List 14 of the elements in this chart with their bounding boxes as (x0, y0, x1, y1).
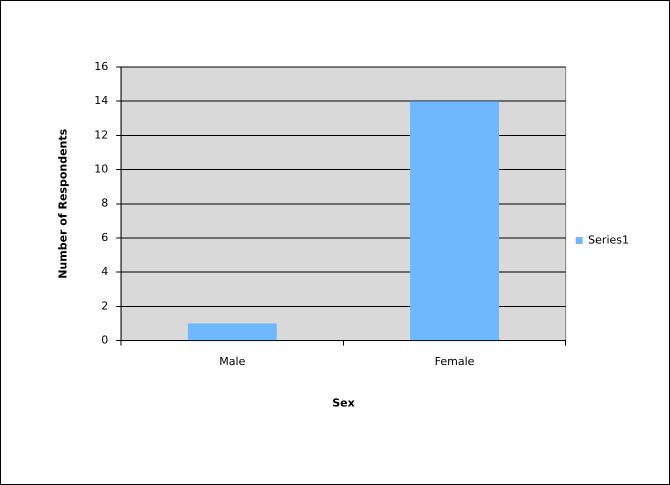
y-tick-label: 8 (101, 196, 108, 210)
y-tick-label: 2 (101, 299, 108, 312)
y-tick-label: 14 (94, 94, 108, 108)
y-axis-title: Number of Respondents (56, 128, 70, 279)
y-tick-label: 16 (94, 60, 108, 73)
legend-label: Series1 (588, 233, 629, 246)
x-tick-label: Female (434, 355, 475, 368)
y-tick-label: 4 (101, 265, 108, 278)
y-tick-label: 12 (94, 128, 108, 142)
y-tick-label: 6 (101, 230, 108, 244)
y-tick-label: 0 (101, 333, 108, 346)
y-tick-label: 10 (94, 162, 108, 176)
x-axis-title: Sex (332, 396, 355, 410)
x-tick-label: Male (219, 355, 246, 368)
